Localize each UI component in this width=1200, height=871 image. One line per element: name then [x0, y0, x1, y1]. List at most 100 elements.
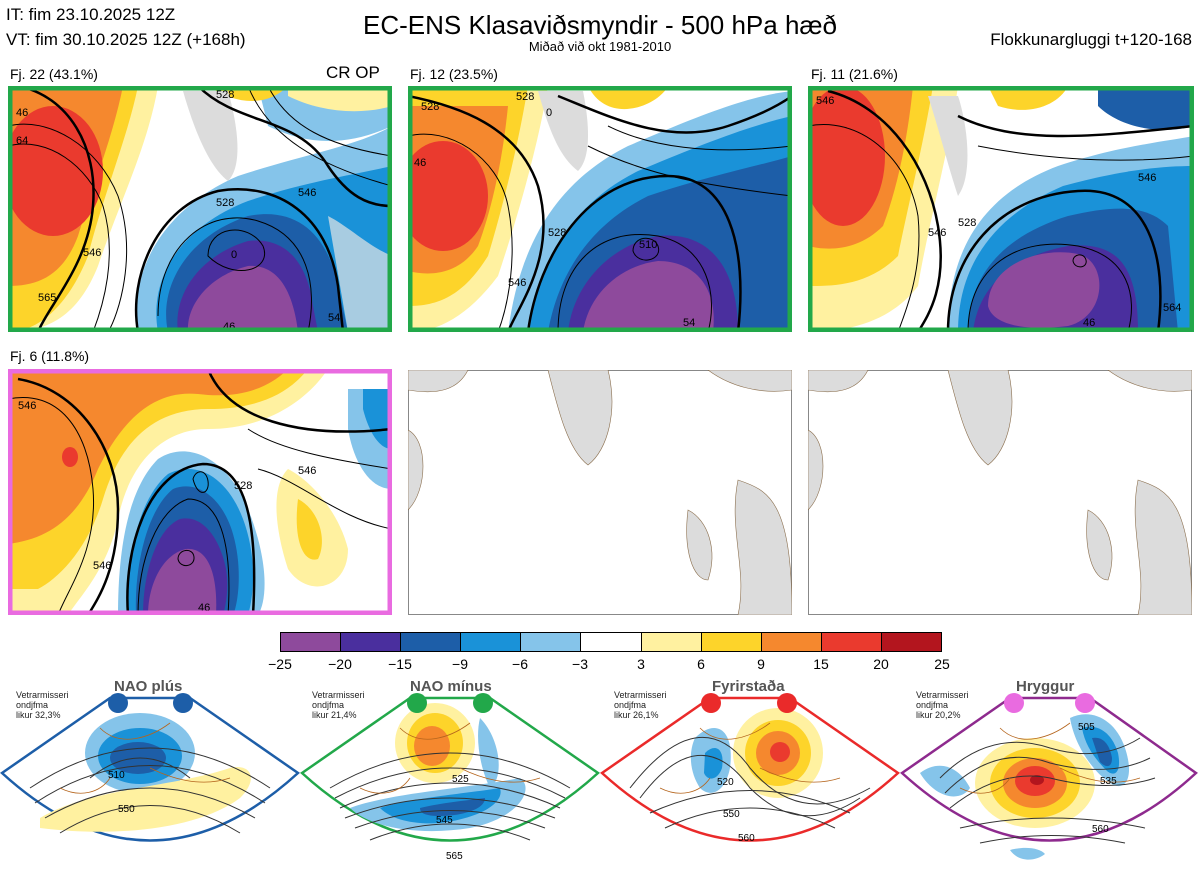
contour-label: 528 [548, 227, 566, 239]
contour-label: 546 [508, 277, 526, 289]
classification-window: Flokkunargluggi t+120-168 [990, 30, 1192, 49]
colorbar-swatch [761, 633, 822, 651]
regime-title: NAO plús [114, 678, 183, 695]
colorbar-swatch [521, 633, 582, 651]
colorbar-swatch [461, 633, 522, 651]
contour-label: 46 [16, 107, 28, 119]
colorbar-swatch [881, 633, 942, 651]
colorbar-tick: −9 [452, 656, 468, 672]
regime-months: ondjfma [16, 700, 49, 710]
colorbar-swatch [641, 633, 702, 651]
regime-nao-plus: 510 550 NAO plús Vetrarmisseri ondjfma l… [0, 678, 300, 871]
contour-label: 560 [1092, 824, 1109, 835]
colorbar-tick: 3 [637, 656, 645, 672]
contour-label: 528 [216, 89, 234, 101]
contour-label: 528 [958, 217, 976, 229]
colorbar-swatch [821, 633, 882, 651]
page-subtitle: Miðað við okt 1981-2010 [528, 39, 672, 54]
cluster-3-map: 546 546 528 546 564 46 [808, 86, 1194, 332]
contour-label: 505 [1078, 722, 1095, 733]
contour-label: 528 [421, 101, 439, 113]
regime-marker-icon [407, 693, 427, 713]
colorbar-tick: 25 [934, 656, 950, 672]
colorbar-tick: −3 [572, 656, 588, 672]
colorbar-tick: −25 [268, 656, 292, 672]
contour-label: 525 [452, 774, 469, 785]
contour-label: 560 [738, 833, 755, 844]
contour-label: 510 [108, 770, 125, 781]
regime-marker-icon [701, 693, 721, 713]
regime-likelihood: likur 20,2% [916, 710, 961, 720]
contour-label: 0 [231, 249, 237, 261]
colorbar-swatch [701, 633, 762, 651]
contour-label: 528 [234, 480, 252, 492]
colorbar-swatch [401, 633, 462, 651]
contour-label: 535 [1100, 776, 1117, 787]
contour-label: 54 [328, 312, 340, 324]
initial-time: IT: fim 23.10.2025 12Z [6, 5, 176, 24]
regime-title: Fyrirstaða [712, 678, 785, 695]
contour-label: 546 [298, 187, 316, 199]
cluster-2-map: 528 528 0 46 510 528 546 54 [408, 86, 792, 332]
regime-season: Vetrarmisseri [916, 690, 969, 700]
colorbar-swatch [581, 633, 642, 651]
colorbar-tick: −6 [512, 656, 528, 672]
cluster-1-map: 46 64 528 546 528 0 546 565 54 46 [8, 86, 392, 332]
colorbar-tick: −15 [388, 656, 412, 672]
cluster-1-label: Fj. 22 (43.1%) [10, 66, 98, 82]
contour-label: 54 [683, 317, 695, 329]
anomaly-colorbar [280, 632, 942, 652]
contour-label: 520 [717, 777, 734, 788]
cluster-3-label: Fj. 11 (21.6%) [811, 66, 898, 82]
contour-label: 64 [16, 135, 28, 147]
regime-months: ondjfma [614, 700, 647, 710]
contour-label: 46 [1083, 317, 1095, 329]
colorbar-tick: 6 [697, 656, 705, 672]
regime-likelihood: likur 32,3% [16, 710, 61, 720]
cluster-1-op-label: CR OP [326, 63, 380, 82]
regime-ridge: 505 535 560 Hryggur Vetrarmisseri ondjfm… [900, 678, 1200, 871]
regime-title: Hryggur [1016, 678, 1075, 695]
contour-label: 546 [298, 465, 316, 477]
regime-marker-icon [1075, 693, 1095, 713]
regime-months: ondjfma [312, 700, 345, 710]
regime-nao-minus: 525 545 565 NAO mínus Vetrarmisseri ondj… [300, 678, 600, 871]
contour-label: 546 [18, 400, 36, 412]
regime-season: Vetrarmisseri [16, 690, 69, 700]
cluster-4-label: Fj. 6 (11.8%) [10, 348, 90, 364]
regime-marker-icon [473, 693, 493, 713]
empty-map-6 [808, 370, 1192, 615]
regime-blocking: 520 550 560 Fyrirstaða Vetrarmisseri ond… [600, 678, 900, 871]
contour-label: 546 [93, 560, 111, 572]
regime-season: Vetrarmisseri [614, 690, 667, 700]
page-title: EC-ENS Klasaviðsmyndir - 500 hPa hæð [363, 10, 837, 40]
colorbar-tick: −20 [328, 656, 352, 672]
colorbar-swatch [341, 633, 402, 651]
regime-title: NAO mínus [410, 678, 492, 695]
contour-label: 565 [38, 292, 56, 304]
contour-label: 565 [446, 851, 463, 862]
regime-months: ondjfma [916, 700, 949, 710]
colorbar-tick: 15 [813, 656, 829, 672]
contour-label: 550 [118, 804, 135, 815]
contour-label: 46 [223, 321, 235, 332]
contour-label: 528 [216, 197, 234, 209]
contour-label: 550 [723, 809, 740, 820]
regime-season: Vetrarmisseri [312, 690, 365, 700]
colorbar-tick: 9 [757, 656, 765, 672]
contour-label: 510 [639, 239, 657, 251]
contour-label: 564 [1163, 302, 1181, 314]
colorbar-swatch [281, 633, 342, 651]
contour-label: 545 [436, 815, 453, 826]
contour-label: 46 [414, 157, 426, 169]
valid-time: VT: fim 30.10.2025 12Z (+168h) [6, 30, 246, 49]
regime-marker-icon [173, 693, 193, 713]
colorbar-tick: 20 [873, 656, 889, 672]
contour-label: 546 [1138, 172, 1156, 184]
regime-likelihood: likur 21,4% [312, 710, 357, 720]
contour-label: 528 [516, 91, 534, 103]
contour-label: 546 [928, 227, 946, 239]
cluster-2-label: Fj. 12 (23.5%) [410, 66, 498, 82]
empty-map-5 [408, 370, 792, 615]
regime-marker-icon [108, 693, 128, 713]
